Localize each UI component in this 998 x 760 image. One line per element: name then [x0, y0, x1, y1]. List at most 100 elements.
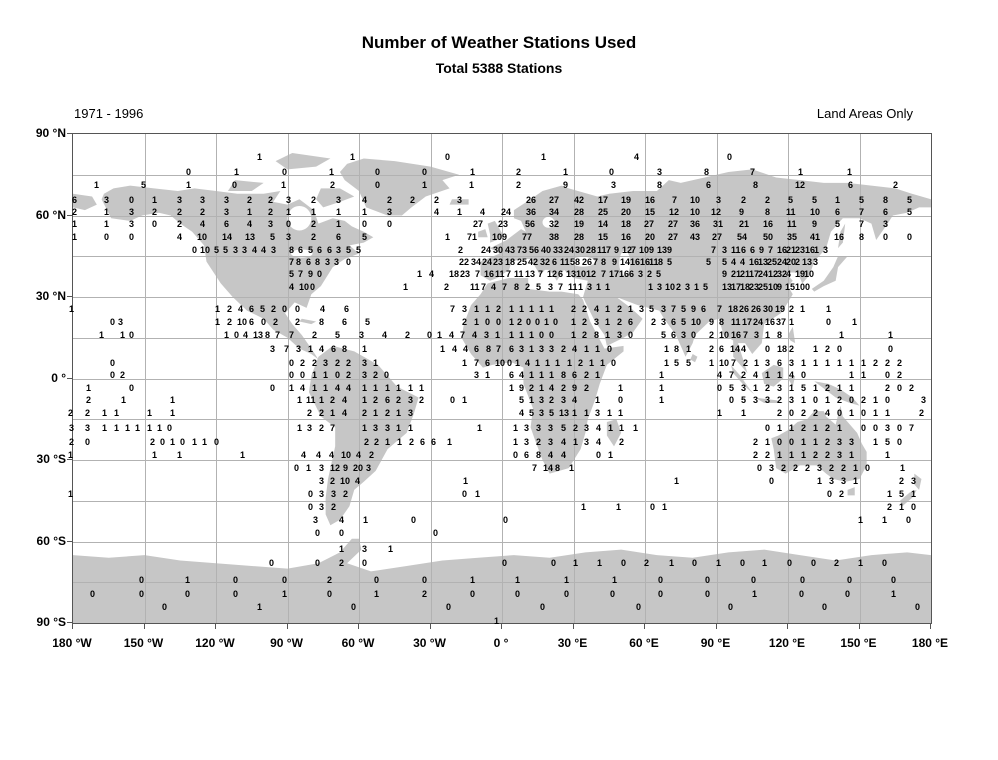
station-count-cell: 1: [72, 232, 78, 242]
station-count-cell: 21: [740, 269, 751, 279]
water-baltic-sea: [542, 216, 555, 228]
station-count-cell: 3: [362, 370, 368, 380]
station-count-cell: 7: [460, 330, 466, 340]
station-count-cell: 0: [192, 245, 198, 255]
station-count-cell: 0: [110, 317, 116, 327]
station-count-cell: 11: [786, 207, 796, 217]
station-count-cell: 2: [69, 437, 75, 447]
station-count-cell: 15: [645, 207, 656, 217]
station-count-cell: 13: [802, 257, 813, 267]
station-count-cell: 2: [909, 383, 915, 393]
station-count-cell: 2: [573, 423, 579, 433]
station-count-cell: 1: [469, 180, 475, 190]
station-count-cell: 9: [572, 383, 578, 393]
station-count-cell: 3: [200, 195, 206, 205]
station-count-cell: 24: [482, 257, 493, 267]
station-count-cell: 1: [608, 450, 614, 460]
station-count-cell: 1: [648, 282, 654, 292]
gridline-parallel: [73, 500, 931, 502]
station-count-cell: 0: [503, 515, 509, 525]
station-count-cell: 1: [509, 330, 515, 340]
station-count-cell: 8: [594, 330, 600, 340]
station-count-cell: 0: [861, 408, 867, 418]
station-count-cell: 17: [609, 269, 620, 279]
station-count-cell: 10: [340, 476, 351, 486]
station-count-cell: 1: [519, 304, 525, 314]
station-count-cell: 0: [906, 515, 912, 525]
station-count-cell: 0: [873, 423, 879, 433]
station-count-cell: 2: [899, 476, 905, 486]
station-count-cell: 2: [419, 395, 425, 405]
station-count-cell: 1: [633, 423, 639, 433]
station-count-cell: 7: [298, 269, 304, 279]
lat-tick-label: 90 °N: [35, 126, 66, 140]
station-count-cell: 1: [474, 317, 480, 327]
station-count-cell: 0: [269, 558, 275, 568]
station-count-cell: 2: [536, 437, 542, 447]
station-count-cell: 1: [362, 395, 368, 405]
station-count-cell: 7: [859, 219, 865, 229]
station-count-cell: 1: [529, 395, 535, 405]
station-count-cell: 1: [152, 195, 158, 205]
station-count-cell: 0: [282, 167, 288, 177]
island-victoria: [227, 180, 264, 192]
station-count-cell: 1: [120, 330, 126, 340]
station-count-cell: 3: [548, 437, 554, 447]
station-count-cell: 3: [841, 476, 847, 486]
station-count-cell: 2: [369, 450, 375, 460]
station-count-cell: 1: [286, 207, 292, 217]
station-count-cell: 2: [676, 282, 682, 292]
station-count-cell: 1: [541, 152, 547, 162]
station-count-cell: 1: [350, 152, 356, 162]
station-count-cell: 2: [529, 383, 535, 393]
station-count-cell: 23: [498, 219, 509, 229]
station-count-cell: 36: [526, 207, 537, 217]
station-count-cell: 5: [788, 195, 794, 205]
station-count-cell: 0: [789, 408, 795, 418]
station-count-cell: 2: [644, 558, 650, 568]
station-count-cell: 27: [549, 195, 560, 205]
station-count-cell: 0: [837, 344, 843, 354]
station-count-cell: 26: [526, 195, 537, 205]
lon-tick-label: 90 °E: [700, 636, 731, 650]
station-count-cell: 5: [741, 395, 747, 405]
lon-tick-mark: [358, 624, 359, 629]
station-count-cell: 13: [566, 269, 577, 279]
station-count-cell: 1: [581, 502, 587, 512]
station-count-cell: 3: [885, 423, 891, 433]
station-count-cell: 0: [551, 558, 557, 568]
station-count-cell: 4: [335, 383, 341, 393]
station-count-cell: 13: [559, 408, 570, 418]
station-count-cell: 8: [657, 180, 663, 190]
station-count-cell: 3: [617, 330, 623, 340]
station-count-cell: 9: [691, 304, 697, 314]
lat-tick-label: 60 °S: [36, 533, 66, 548]
lat-tick-mark: [67, 540, 72, 542]
station-count-cell: 1: [852, 317, 858, 327]
station-count-cell: 4: [731, 257, 737, 267]
station-count-cell: 1: [462, 358, 468, 368]
station-count-cell: 2: [387, 195, 393, 205]
station-count-cell: 2: [841, 463, 847, 473]
station-count-cell: 2: [85, 408, 91, 418]
station-count-cell: 23: [795, 245, 806, 255]
station-count-cell: 8: [315, 257, 321, 267]
station-count-cell: 0: [446, 602, 452, 612]
station-count-cell: 5: [859, 195, 865, 205]
station-count-cell: 5: [223, 245, 229, 255]
station-count-cell: 7: [506, 269, 512, 279]
station-count-cell: 3: [765, 395, 771, 405]
station-count-cell: 19: [621, 195, 632, 205]
station-count-cell: 7: [538, 269, 544, 279]
station-count-cell: 1: [311, 207, 317, 217]
station-count-cell: 1: [513, 423, 519, 433]
station-count-cell: 1: [437, 330, 443, 340]
lon-tick-mark: [858, 624, 860, 629]
station-count-cell: 3: [911, 476, 917, 486]
station-count-cell: 5: [835, 219, 841, 229]
station-count-cell: 2: [373, 370, 379, 380]
station-count-cell: 2: [268, 195, 274, 205]
station-count-cell: 1: [308, 344, 314, 354]
station-count-cell: 6: [298, 245, 304, 255]
station-count-cell: 1: [408, 383, 414, 393]
